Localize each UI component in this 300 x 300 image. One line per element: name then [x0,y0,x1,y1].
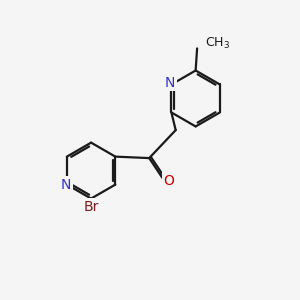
Text: Br: Br [83,200,99,214]
Text: CH$_3$: CH$_3$ [206,36,230,51]
Text: N: N [61,178,71,192]
Text: N: N [165,76,175,90]
Text: O: O [163,174,174,188]
